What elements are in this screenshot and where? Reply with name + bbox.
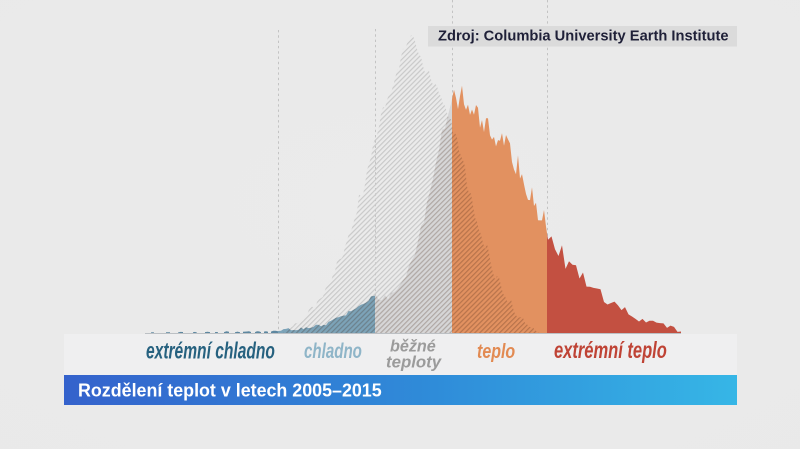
svg-text:teplo: teplo (477, 339, 515, 362)
svg-text:běžné: běžné (390, 336, 436, 355)
svg-text:chladno: chladno (304, 338, 362, 362)
svg-text:Zdroj: Columbia University Ear: Zdroj: Columbia University Earth Institu… (438, 29, 729, 45)
svg-text:extrémní teplo: extrémní teplo (554, 338, 667, 363)
svg-text:teploty: teploty (386, 352, 443, 371)
svg-text:Rozdělení teplot v letech 2005: Rozdělení teplot v letech 2005–2015 (78, 380, 382, 400)
svg-text:extrémní chladno: extrémní chladno (146, 338, 275, 364)
